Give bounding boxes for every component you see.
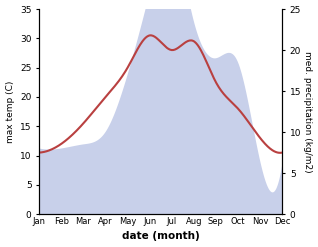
X-axis label: date (month): date (month)	[122, 231, 200, 242]
Y-axis label: med. precipitation (kg/m2): med. precipitation (kg/m2)	[303, 51, 313, 172]
Y-axis label: max temp (C): max temp (C)	[5, 80, 15, 143]
